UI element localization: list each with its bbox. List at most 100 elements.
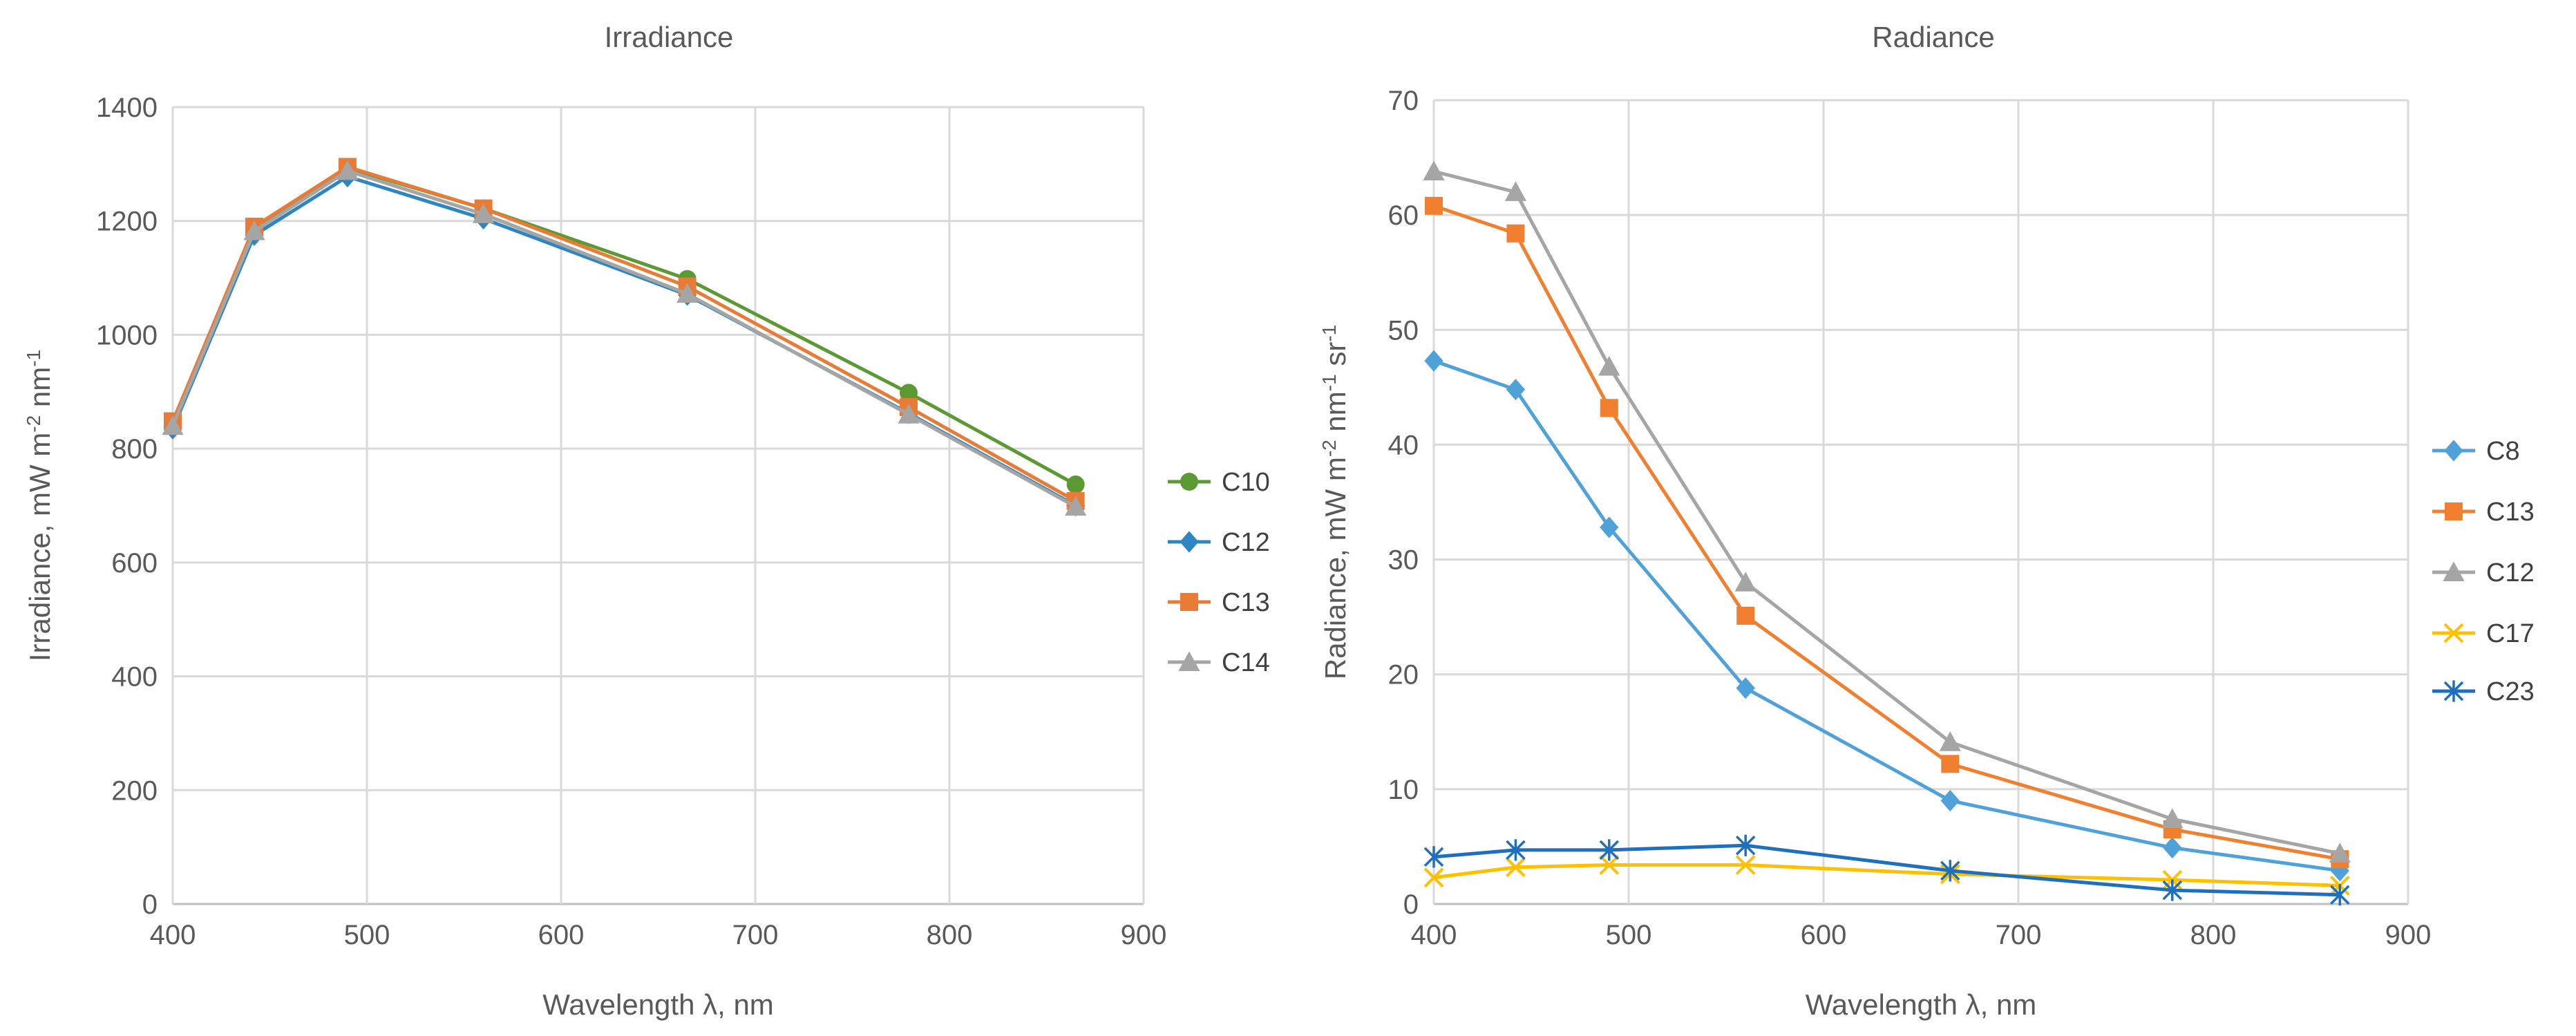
y-axis-label-part: Radiance, mW m <box>1319 457 1352 679</box>
legend-label: C14 <box>1222 648 1270 677</box>
data-point <box>1735 834 1756 856</box>
data-point <box>2162 879 2183 901</box>
y-tick-label: 400 <box>111 662 158 693</box>
x-axis-label: Wavelength λ, nm <box>542 988 774 1021</box>
legend-marker <box>1180 593 1198 611</box>
legend-marker <box>1180 531 1199 553</box>
data-point <box>1736 606 1755 625</box>
chart-title: Irradiance <box>605 21 734 53</box>
series-c14 <box>162 160 1087 516</box>
y-tick-label: 20 <box>1388 660 1419 690</box>
data-point <box>1506 379 1526 401</box>
y-tick-label: 70 <box>1388 86 1419 116</box>
data-point <box>1734 572 1756 592</box>
legend-item: C13 <box>1168 588 1270 617</box>
data-point <box>1940 860 1960 882</box>
x-tick-label: 500 <box>344 920 390 950</box>
data-point <box>2330 860 2349 882</box>
data-point <box>1600 399 1618 417</box>
y-axis-label-superscript: -1 <box>23 350 44 367</box>
marker-stroke <box>2443 623 2464 643</box>
x-tick-label: 500 <box>1606 920 1652 950</box>
data-point <box>2161 808 2184 829</box>
data-point <box>1941 755 1960 773</box>
data-point <box>337 160 359 180</box>
data-point <box>473 203 495 223</box>
legend-label: C13 <box>1222 588 1270 617</box>
legend-item: C8 <box>2432 437 2520 466</box>
x-tick-label: 800 <box>927 920 973 950</box>
legend-item: C17 <box>2432 619 2535 648</box>
series-line <box>1433 863 2340 887</box>
series-line <box>1433 204 2340 861</box>
y-tick-label: 1200 <box>96 207 158 237</box>
x-tick-label: 700 <box>732 920 779 950</box>
x-tick-label: 800 <box>2190 920 2237 950</box>
y-axis-label-part: nm <box>23 367 56 415</box>
y-tick-label: 60 <box>1388 200 1419 231</box>
y-axis-label: Irradiance, mW m-2 nm-1 <box>23 350 56 661</box>
y-tick-label: 40 <box>1388 430 1419 460</box>
data-point <box>1600 516 1619 538</box>
data-point <box>2329 842 2351 863</box>
x-tick-label: 900 <box>1121 920 1167 950</box>
data-point <box>1424 350 1443 372</box>
legend-marker <box>1180 473 1198 491</box>
legend-label: C12 <box>1222 528 1270 557</box>
y-axis-label: Radiance, mW m-2 nm-1 sr-1 <box>1318 325 1352 679</box>
data-point <box>899 384 918 402</box>
series-line <box>1433 359 2340 873</box>
series-c12 <box>1423 160 2351 863</box>
marker-stroke <box>1735 855 1756 875</box>
legend-item: C13 <box>2432 498 2535 527</box>
series-c12 <box>163 165 1086 517</box>
series-c23 <box>1423 834 2350 906</box>
data-point <box>1504 181 1527 201</box>
legend-label: C12 <box>2486 558 2535 587</box>
legend-marker <box>1178 651 1200 671</box>
x-tick-label: 600 <box>1801 920 1847 950</box>
y-tick-label: 1400 <box>96 93 158 123</box>
legend-marker <box>2443 680 2464 702</box>
series-c10 <box>164 159 1085 494</box>
y-tick-label: 800 <box>111 434 158 464</box>
data-point <box>1506 224 1525 243</box>
series-line <box>171 166 1077 487</box>
y-axis-label-part: Irradiance, mW m <box>23 433 56 661</box>
legend-item: C10 <box>1168 468 1270 497</box>
y-tick-label: 30 <box>1388 545 1419 576</box>
x-tick-label: 900 <box>2385 920 2432 950</box>
legend-marker <box>2445 502 2463 520</box>
x-tick-label: 600 <box>538 920 585 950</box>
legend-label: C23 <box>2486 677 2535 706</box>
legend-label: C17 <box>2486 619 2535 648</box>
x-tick-label: 400 <box>150 920 196 950</box>
data-point <box>162 415 184 435</box>
data-point <box>2163 836 2182 859</box>
data-point <box>243 220 265 241</box>
data-point <box>2330 884 2350 906</box>
marker-stroke <box>1423 867 1444 888</box>
x-axis-label: Wavelength λ, nm <box>1806 988 2037 1021</box>
marker-stroke <box>1599 855 1620 875</box>
series-line <box>1433 169 2340 856</box>
irradiance-chart: Irradiance 0 200 400 600 800 1000 1200 1400 400 50… <box>23 21 1270 1021</box>
y-tick-label: 600 <box>111 548 158 578</box>
legend-marker <box>2443 623 2464 643</box>
chart-title: Radiance <box>1872 21 1994 53</box>
data-point <box>1423 867 1444 888</box>
legend-label: C13 <box>2486 498 2535 527</box>
y-tick-label: 1000 <box>96 320 158 350</box>
x-tick-label: 700 <box>1996 920 2042 950</box>
legend-marker <box>2443 561 2465 581</box>
legend-label: C10 <box>1222 468 1270 497</box>
y-axis-label-part: sr <box>1319 342 1352 375</box>
data-point <box>1939 731 1961 751</box>
legend-item: C23 <box>2432 677 2535 706</box>
legend-item: C14 <box>1168 648 1270 677</box>
data-point <box>1506 857 1526 878</box>
legend-item: C12 <box>1168 528 1270 557</box>
data-point <box>1736 677 1755 699</box>
data-point <box>676 283 699 303</box>
